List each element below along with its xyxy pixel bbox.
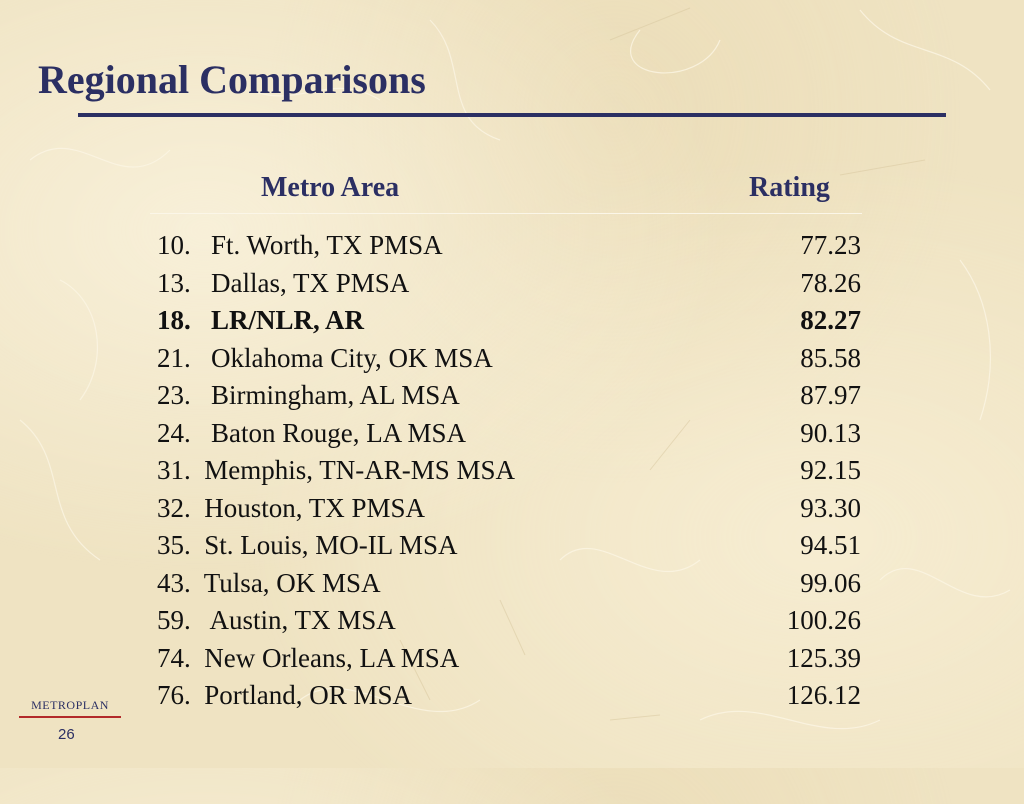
metro-area-label: 24. Baton Rouge, LA MSA — [157, 417, 467, 448]
header-divider — [150, 213, 862, 214]
metro-area-label: 35. St. Louis, MO-IL MSA — [157, 530, 458, 560]
rating-value: 78.26 — [800, 267, 861, 298]
metro-area-label: 43. Tulsa, OK MSA — [157, 567, 381, 598]
column-header-rating: Rating — [749, 172, 830, 203]
metro-area-label: 59. Austin, TX MSA — [157, 605, 396, 635]
column-header-metro-area: Metro Area — [261, 172, 400, 203]
metro-area-label: 23. Birmingham, AL MSA — [157, 380, 460, 410]
table-row: 10. Ft. Worth, TX PMSA 77.23 — [157, 230, 861, 268]
rating-value: 92.15 — [800, 455, 861, 485]
table-row: 76. Portland, OR MSA 126.12 — [157, 680, 861, 718]
metroplan-logo: METROPLAN — [19, 698, 121, 718]
table-row: 13. Dallas, TX PMSA 78.26 — [157, 268, 861, 306]
table-row: 43. Tulsa, OK MSA 99.06 — [157, 568, 861, 606]
rating-value: 85.58 — [800, 342, 861, 373]
table-row: 23. Birmingham, AL MSA 87.97 — [157, 380, 861, 418]
rating-value: 93.30 — [800, 492, 861, 523]
rating-value: 100.26 — [786, 605, 861, 635]
slide-title: Regional Comparisons — [38, 57, 426, 102]
rating-value: 87.97 — [800, 380, 861, 410]
table-row: 74. New Orleans, LA MSA 125.39 — [157, 643, 861, 681]
metro-area-label: 21. Oklahoma City, OK MSA — [157, 342, 493, 373]
table-row: 21. Oklahoma City, OK MSA 85.58 — [157, 343, 861, 381]
table-row-highlighted: 18. LR/NLR, AR 82.27 — [157, 305, 861, 343]
rating-value: 126.12 — [786, 680, 861, 710]
table-row: 31. Memphis, TN-AR-MS MSA 92.15 — [157, 455, 861, 493]
rating-value: 77.23 — [800, 230, 861, 260]
title-underline — [78, 113, 946, 117]
paper-texture — [19, 7, 1011, 730]
metro-area-label: 31. Memphis, TN-AR-MS MSA — [157, 455, 516, 485]
metro-area-label: 18. LR/NLR, AR — [157, 305, 365, 335]
metro-area-label: 76. Portland, OR MSA — [157, 680, 413, 710]
metro-area-label: 10. Ft. Worth, TX PMSA — [157, 230, 443, 260]
metro-area-label: 32. Houston, TX PMSA — [157, 492, 426, 523]
rating-value: 125.39 — [786, 642, 861, 673]
rating-table: 10. Ft. Worth, TX PMSA 77.23 13. Dallas,… — [157, 230, 861, 718]
rating-value: 82.27 — [800, 305, 861, 335]
metro-area-label: 74. New Orleans, LA MSA — [157, 642, 460, 673]
table-row: 35. St. Louis, MO-IL MSA 94.51 — [157, 530, 861, 568]
metro-area-label: 13. Dallas, TX PMSA — [157, 267, 410, 298]
table-row: 24. Baton Rouge, LA MSA 90.13 — [157, 418, 861, 456]
rating-value: 94.51 — [800, 530, 861, 560]
table-row: 32. Houston, TX PMSA 93.30 — [157, 493, 861, 531]
rating-value: 99.06 — [800, 567, 861, 598]
page-number: 26 — [58, 726, 75, 743]
rating-value: 90.13 — [800, 417, 861, 448]
table-row: 59. Austin, TX MSA 100.26 — [157, 605, 861, 643]
